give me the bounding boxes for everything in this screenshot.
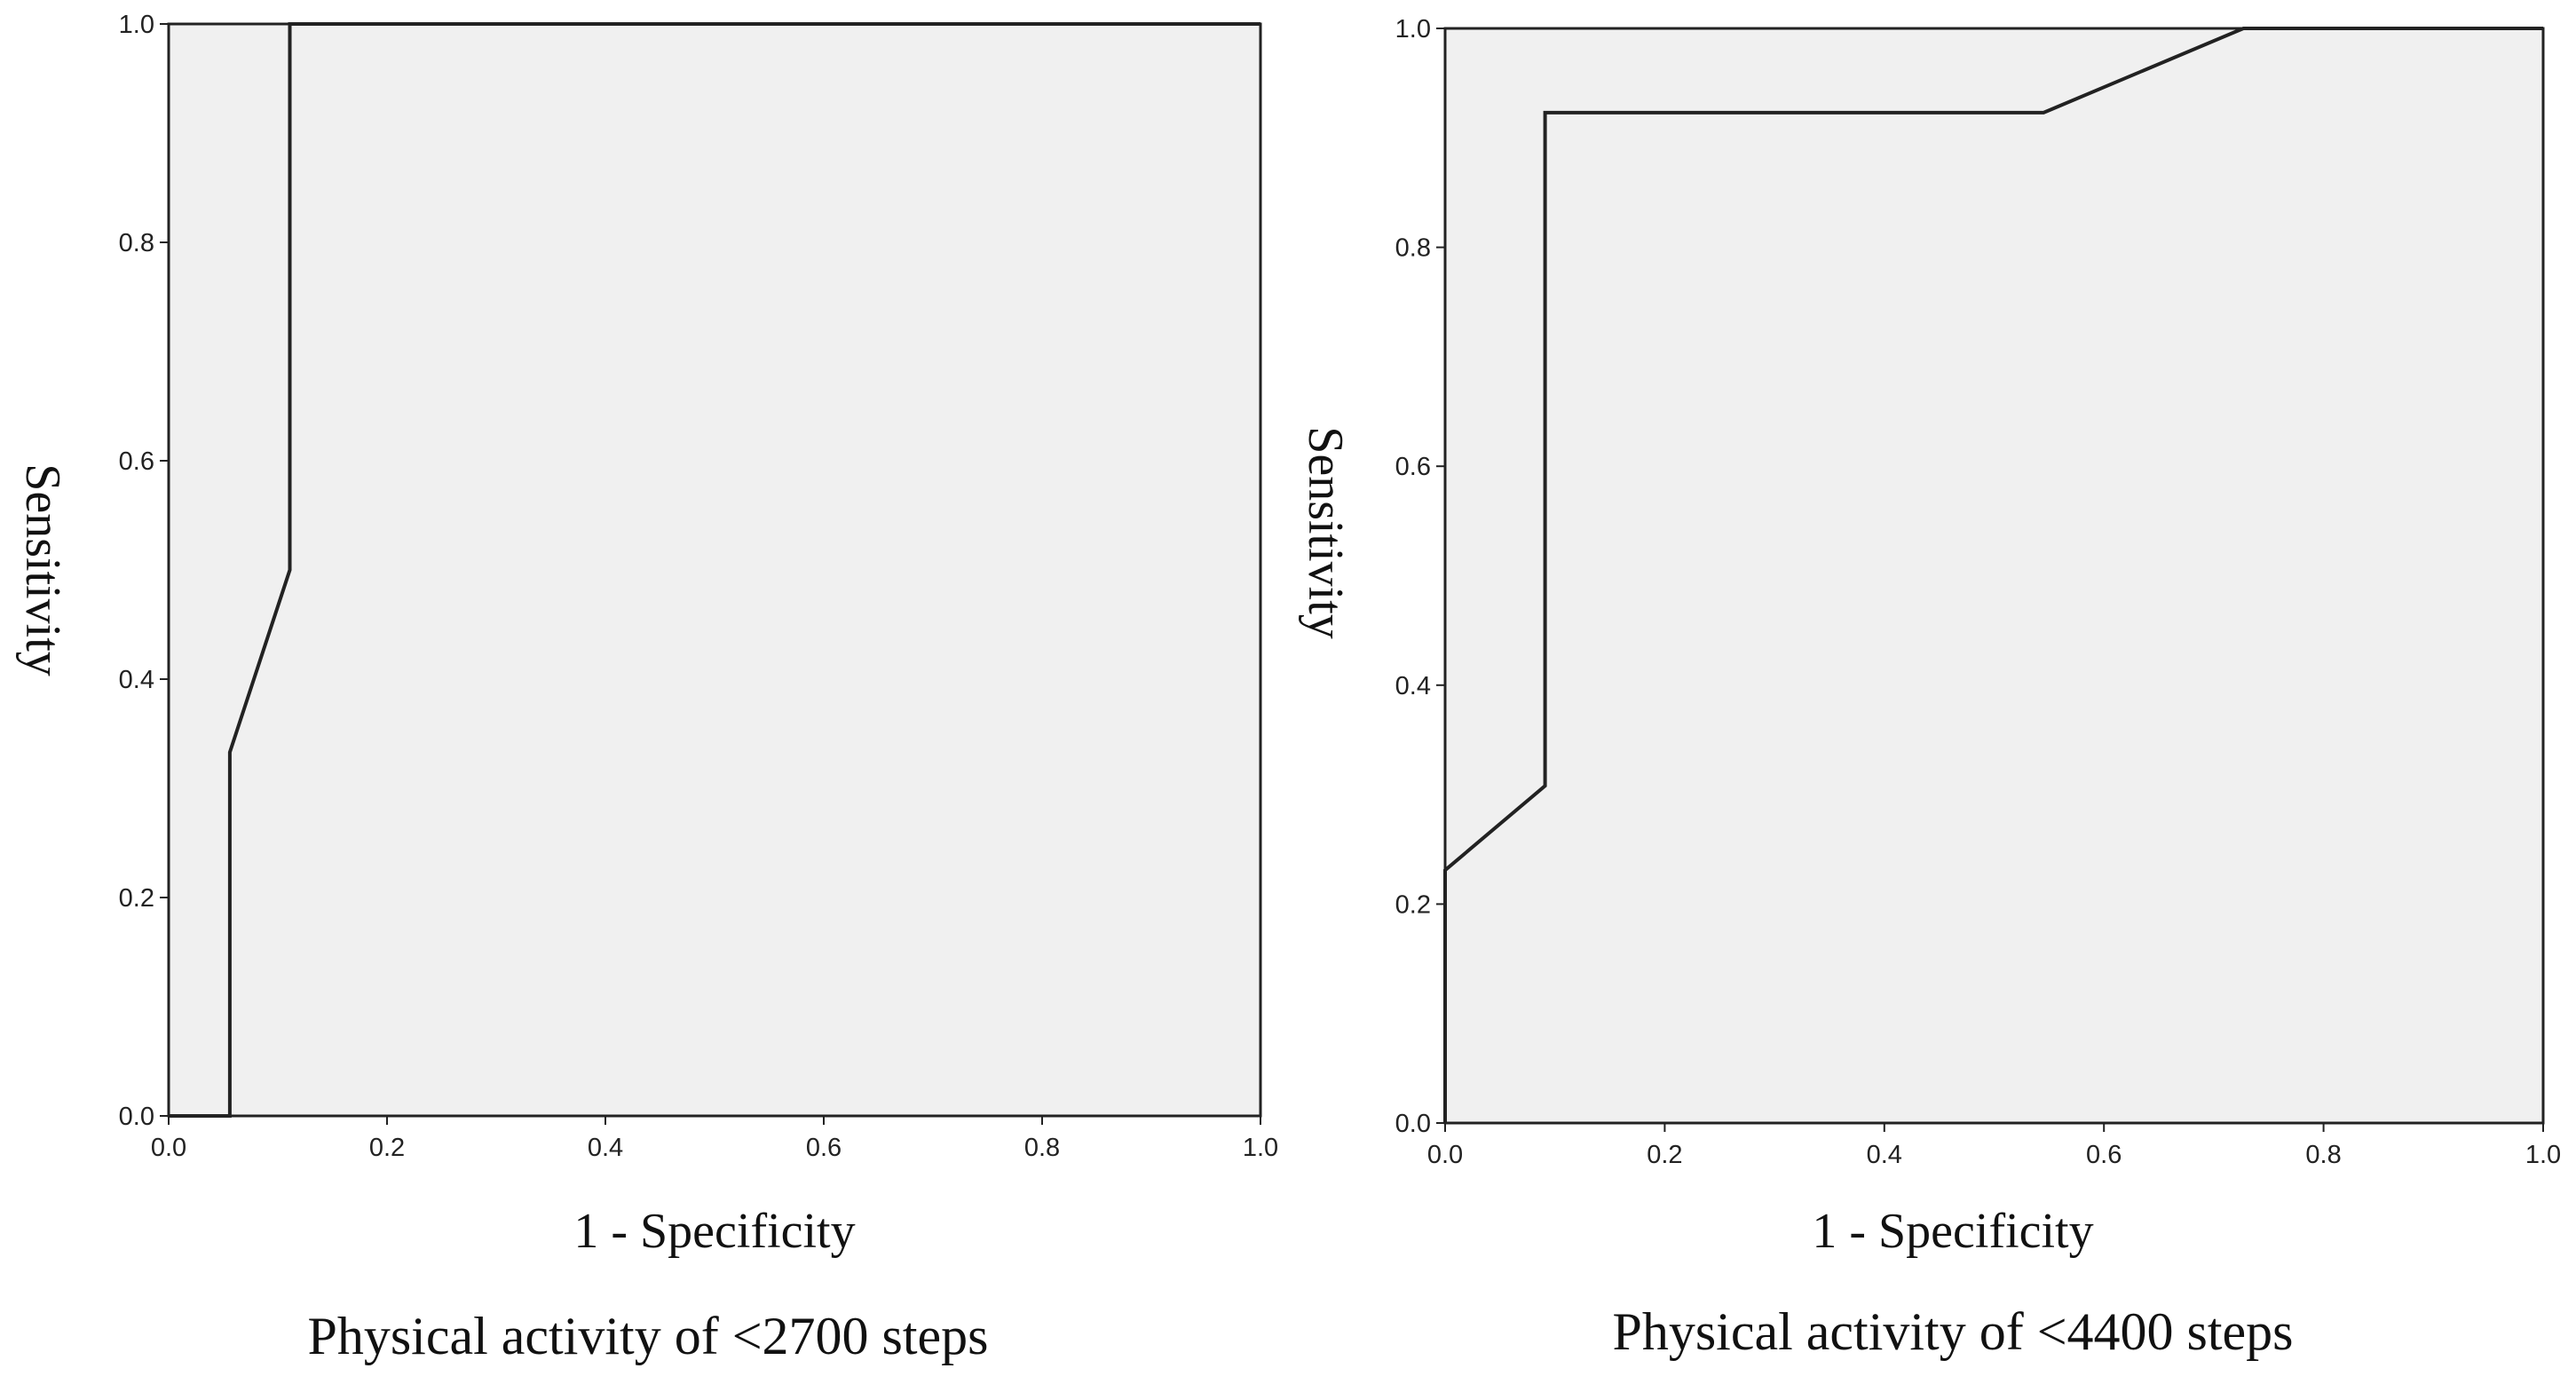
x-tick-label: 0.6	[806, 1134, 842, 1162]
y-tick-label: 0.6	[1395, 453, 1431, 481]
plot-area-left	[167, 22, 1262, 1118]
axis-ticks-left: 0.0 0.2 0.4 0.6 0.8 1.0 0.0 0.2 0.4 0.6 0.8 1.0	[119, 11, 1278, 1162]
y-tick-label: 0.4	[119, 666, 154, 694]
y-tick-label: 0.0	[1395, 1110, 1431, 1138]
roc-curve-left	[169, 22, 1260, 1118]
x-tick-label: 0.4	[588, 1134, 623, 1162]
x-tick-label: 0.8	[1024, 1134, 1060, 1162]
x-tick-label: 0.6	[2086, 1141, 2122, 1169]
x-tick-label: 1.0	[2525, 1141, 2561, 1169]
y-tick-label: 0.4	[1395, 672, 1431, 700]
plot-area-right	[1443, 27, 2545, 1125]
x-tick-label: 0.4	[1867, 1141, 1902, 1169]
x-tick-label: 0.0	[151, 1134, 186, 1162]
y-tick-label: 1.0	[1395, 15, 1431, 44]
y-tick-label: 0.0	[119, 1103, 154, 1131]
axis-ticks-right: 0.0 0.2 0.4 0.6 0.8 1.0 0.0 0.2 0.4 0.6 0.8 1.0	[1395, 15, 2561, 1169]
y-tick-label: 0.6	[119, 447, 154, 476]
x-axis-title-right: 1 - Specificity	[1812, 1204, 2093, 1259]
x-tick-label: 0.8	[2305, 1141, 2341, 1169]
y-tick-label: 0.8	[1395, 234, 1431, 263]
y-tick-label: 0.2	[1395, 890, 1431, 919]
y-axis-title-right: Sensitivity	[1298, 426, 1353, 639]
caption-left: Physical activity of <2700 steps	[307, 1307, 988, 1365]
x-tick-label: 0.0	[1427, 1141, 1463, 1169]
chart-panel-left: 0.0 0.2 0.4 0.6 0.8 1.0 0.0 0.2 0.4 0.6 0.8 1.0 1 -…	[15, 11, 1278, 1365]
chart-panel-right: 0.0 0.2 0.4 0.6 0.8 1.0 0.0 0.2 0.4 0.6 0.8 1.0 1 -…	[1298, 15, 2561, 1361]
y-tick-label: 1.0	[119, 11, 154, 39]
x-tick-label: 0.2	[1647, 1141, 1682, 1169]
x-tick-label: 1.0	[1243, 1134, 1278, 1162]
y-tick-label: 0.2	[119, 884, 154, 913]
y-tick-label: 0.8	[119, 229, 154, 257]
x-tick-label: 0.2	[369, 1134, 405, 1162]
roc-curve-right	[1443, 27, 2543, 1123]
x-axis-title-left: 1 - Specificity	[573, 1204, 855, 1259]
y-axis-title-left: Sensitivity	[15, 463, 70, 676]
caption-right: Physical activity of <4400 steps	[1612, 1302, 2293, 1361]
